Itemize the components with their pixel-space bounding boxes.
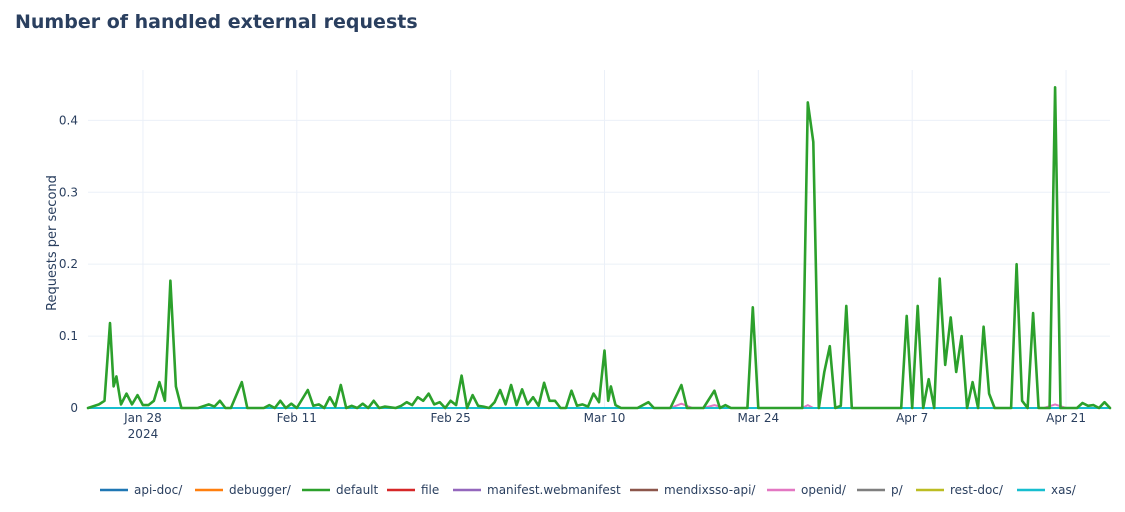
legend-label: p/ <box>891 483 904 497</box>
legend-item-rest-doc[interactable]: rest-doc/ <box>916 483 1004 497</box>
x-tick-label: Jan 28 <box>123 411 162 425</box>
x-tick-label: Apr 21 <box>1046 411 1086 425</box>
x-axis-ticks: Jan 28 2024 Feb 11 Feb 25 Mar 10 Mar 24 Apr 7 A… <box>123 411 1086 441</box>
legend-item-api-doc[interactable]: api-doc/ <box>100 483 183 497</box>
legend-item-debugger[interactable]: debugger/ <box>195 483 292 497</box>
x-tick-label: Mar 10 <box>584 411 626 425</box>
chart-title: Number of handled external requests <box>15 11 418 33</box>
legend-label: rest-doc/ <box>950 483 1004 497</box>
legend-item-p[interactable]: p/ <box>857 483 904 497</box>
legend-label: api-doc/ <box>134 483 183 497</box>
x-tick-label: Apr 7 <box>896 411 928 425</box>
series-lines <box>86 86 1112 410</box>
legend-label: file <box>421 483 439 497</box>
legend-item-file[interactable]: file <box>387 483 439 497</box>
y-tick-label: 0.2 <box>59 257 78 271</box>
legend[interactable]: api-doc/debugger/default file manifest.web… <box>100 483 1077 497</box>
x-tick-label: Feb 11 <box>277 411 317 425</box>
legend-item-xas[interactable]: xas/ <box>1017 483 1077 497</box>
x-tick-label: Mar 24 <box>737 411 779 425</box>
y-tick-label: 0.1 <box>59 329 78 343</box>
series-line-default <box>86 86 1112 410</box>
x-tick-year-label: 2024 <box>128 427 159 441</box>
legend-label: openid/ <box>801 483 847 497</box>
y-tick-label: 0 <box>70 401 78 415</box>
legend-label: debugger/ <box>229 483 292 497</box>
legend-item-openid[interactable]: openid/ <box>767 483 847 497</box>
x-tick-label: Feb 25 <box>430 411 470 425</box>
y-tick-label: 0.3 <box>59 185 78 199</box>
grid <box>88 70 1110 408</box>
legend-item-default[interactable]: default <box>302 483 379 497</box>
y-axis-ticks: 0 0.1 0.2 0.3 0.4 <box>59 113 78 415</box>
y-tick-label: 0.4 <box>59 113 78 127</box>
legend-label: xas/ <box>1051 483 1077 497</box>
legend-label: manifest.webmanifest <box>487 483 621 497</box>
legend-item-mendixsso-api[interactable]: mendixsso-api/ <box>630 483 756 497</box>
legend-item-manifest-webmanifest[interactable]: manifest.webmanifest <box>453 483 621 497</box>
legend-label: default <box>336 483 379 497</box>
y-axis-title: Requests per second <box>45 175 60 311</box>
legend-label: mendixsso-api/ <box>664 483 756 497</box>
